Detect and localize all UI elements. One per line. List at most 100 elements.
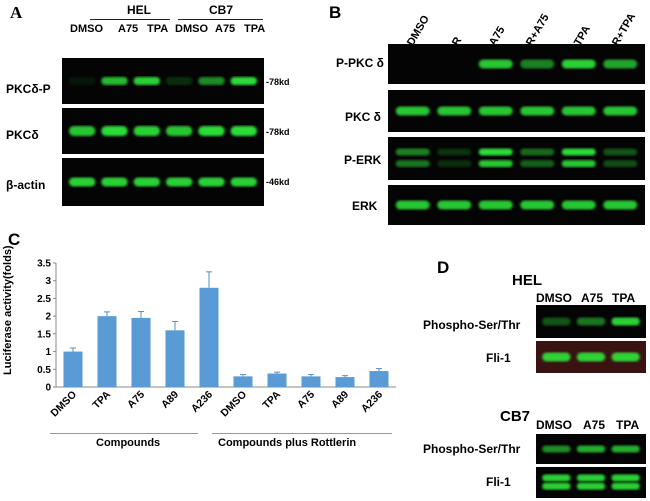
lane-label: DMSO (536, 291, 572, 305)
blot-band (478, 106, 513, 116)
lane-label: DMSO (175, 23, 208, 35)
blot-band (520, 106, 555, 116)
blot-band (133, 177, 161, 187)
blot-band (395, 148, 430, 156)
blot-band (198, 177, 225, 187)
blot-p-pkcd (388, 44, 645, 84)
x-tick-label: A236 (189, 389, 215, 415)
blot-band (101, 77, 128, 85)
blot-band (542, 352, 571, 362)
blot-pkcd-p (62, 58, 264, 104)
panel-c-letter: C (8, 230, 21, 249)
y-tick-label: 2 (45, 312, 51, 323)
blot-band (395, 200, 430, 210)
group-label-hel: HEL (127, 3, 151, 17)
bar (369, 371, 389, 387)
blot-band (478, 148, 513, 156)
bar (301, 376, 321, 387)
group-label-cb7: CB7 (209, 3, 234, 17)
lane-label: TPA (244, 23, 266, 35)
bar (63, 351, 83, 387)
blot-hel-phospho (536, 305, 646, 338)
blot-band (133, 126, 161, 136)
blot-band (520, 148, 555, 156)
blot-bands (542, 317, 640, 326)
blot-bands (395, 200, 638, 210)
blot-band (611, 445, 640, 453)
blot-bands (68, 77, 258, 85)
lane-label: TPA (612, 291, 636, 305)
row-label-phospho-ser-thr: Phospho-Ser/Thr (423, 442, 521, 456)
blot-bands (542, 352, 640, 362)
x-tick-label: A75 (295, 389, 317, 411)
blot-band (437, 148, 472, 156)
group-label-rottlerin: Compounds plus Rottlerin (218, 437, 357, 449)
blot-band (198, 77, 225, 85)
blot-bands (542, 445, 640, 453)
x-tick-label: TPA (90, 388, 113, 411)
blot-hel-fli-1 (536, 341, 646, 373)
blot-band (520, 59, 555, 69)
bar (97, 316, 117, 387)
row-label-p-pkcd: P-PKC δ (336, 56, 384, 70)
blot-band (478, 59, 513, 69)
blot-band (230, 77, 258, 85)
blot-band (68, 77, 96, 85)
lane-label: DMSO (405, 13, 432, 48)
blot-band (68, 177, 96, 187)
blot-band (165, 177, 193, 187)
blot-cb7-fli-1 (536, 467, 646, 498)
row-label-pkcd: PKC δ (345, 110, 381, 124)
blot-p-erk (388, 137, 645, 180)
blot-band (611, 474, 640, 482)
blot-b-actin (62, 158, 264, 206)
lane-label: A75 (118, 23, 139, 35)
lane-label: TPA (147, 23, 169, 35)
blot-bands (68, 126, 258, 136)
blot-band (611, 352, 640, 362)
blot-band (395, 106, 430, 116)
x-tick-label: A89 (329, 389, 351, 411)
bar (165, 330, 185, 387)
blot-band (561, 148, 596, 156)
y-tick-label: 2.5 (37, 294, 51, 305)
row-label-fli-1: Fli-1 (486, 351, 511, 365)
blot-band (520, 200, 555, 210)
blot-band (165, 126, 193, 136)
blot-band (198, 126, 225, 136)
row-label-erk: ERK (352, 199, 378, 213)
blot-band (542, 445, 571, 453)
row-label-pkcd-p: PKCδ-P (6, 82, 51, 96)
blot-band (603, 148, 638, 156)
y-tick-label: 0.5 (37, 365, 51, 376)
blot-band (561, 160, 596, 168)
blot-band (68, 126, 96, 136)
y-axis-label: Luciferase activity(folds) (2, 245, 14, 375)
row-label-fli-1: Fli-1 (486, 475, 511, 489)
group-line-compounds (50, 433, 198, 434)
blot-band (542, 474, 571, 482)
lane-label: R+A75 (524, 12, 552, 49)
blot-band (561, 200, 596, 210)
blot-band (133, 77, 161, 85)
group-line-rottlerin (212, 433, 392, 434)
blot-cb7-phospho (536, 434, 646, 464)
marker-46kd: -46kd (266, 177, 290, 187)
x-tick-label: TPA (260, 388, 283, 411)
blot-band (478, 200, 513, 210)
blot-band (437, 160, 472, 168)
blot-band (576, 445, 606, 453)
blot-band (576, 482, 606, 490)
blot-bands (68, 177, 258, 187)
blot-band (542, 317, 571, 326)
y-tick-label: 0 (45, 383, 51, 394)
marker-78kd: -78kd (266, 77, 290, 87)
lane-label: A75 (215, 23, 236, 35)
lane-label: R+TPA (610, 11, 639, 48)
row-label-p-erk: P-ERK (344, 153, 382, 167)
blot-band (611, 482, 640, 490)
x-tick-label: A236 (359, 389, 385, 415)
panel-b-letter: B (329, 3, 342, 22)
blot-band (603, 59, 638, 69)
panel-d-letter: D (437, 258, 450, 277)
